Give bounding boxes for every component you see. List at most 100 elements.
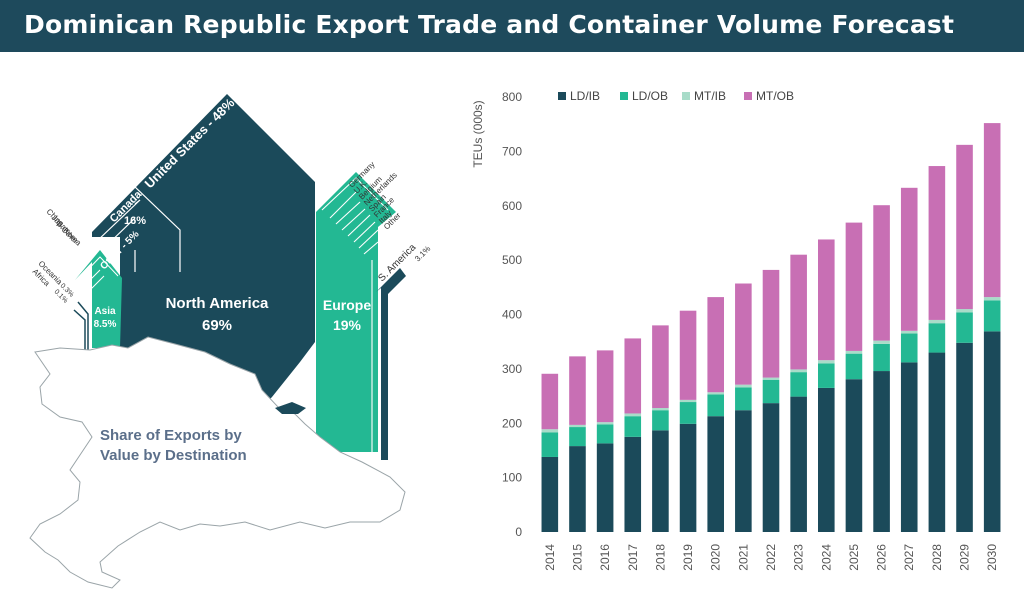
- bar-segment-ld-ob: [873, 343, 890, 372]
- oceania-africa-lines: [73, 301, 89, 352]
- y-tick-label: 100: [502, 471, 522, 485]
- bar-segment-mt-ob: [900, 187, 918, 331]
- north-america-value: 69%: [202, 317, 232, 334]
- small-island: [275, 402, 306, 414]
- bar-segment-mt-ob: [679, 310, 697, 400]
- bar-segment-ld-ob: [541, 432, 559, 457]
- bar-segment-ld-ib: [818, 387, 835, 532]
- x-tick-label: 2018: [653, 544, 667, 571]
- asia-name: Asia: [94, 306, 116, 317]
- europe-divisions: [321, 177, 389, 452]
- bar-segment-mt-ob: [818, 239, 835, 361]
- bar-segment-mt-ib: [569, 424, 586, 428]
- bar-segment-mt-ob: [596, 350, 614, 423]
- legend-label: LD/IB: [570, 89, 600, 103]
- legend-swatch: [620, 92, 628, 100]
- page-title: Dominican Republic Export Trade and Cont…: [24, 10, 955, 39]
- bar-segment-ld-ib: [624, 436, 642, 532]
- asia-divisions: [79, 256, 119, 291]
- bar-segment-ld-ob: [707, 394, 724, 417]
- bar-segment-ld-ib: [569, 446, 586, 532]
- bar-segment-mt-ib: [873, 340, 890, 344]
- y-tick-label: 700: [502, 144, 522, 158]
- y-axis: 0 100 200 300 400 500 600 700 800: [502, 90, 522, 539]
- legend-label: MT/IB: [694, 89, 726, 103]
- bar-segment-ld-ib: [735, 410, 752, 532]
- x-tick-label: 2020: [709, 544, 723, 571]
- bar-segment-mt-ib: [956, 309, 973, 313]
- bar-segment-ld-ob: [956, 312, 973, 343]
- bar-series: [541, 123, 1001, 532]
- europe-value: 19%: [333, 317, 362, 333]
- bar-segment-mt-ib: [762, 377, 780, 380]
- bar-segment-mt-ib: [790, 369, 807, 373]
- y-tick-label: 0: [515, 525, 522, 539]
- bar-segment-mt-ib: [900, 330, 918, 334]
- bar-segment-ld-ib: [707, 416, 724, 532]
- x-tick-label: 2030: [985, 544, 999, 571]
- bar-segment-mt-ob: [790, 254, 807, 370]
- bar-segment-mt-ob: [928, 166, 946, 320]
- bar-segment-ld-ob: [845, 353, 863, 380]
- north-america-divisions: [89, 186, 181, 272]
- x-tick-label: 2028: [930, 544, 944, 571]
- x-tick-label: 2024: [819, 544, 833, 571]
- x-tick-label: 2019: [681, 544, 695, 571]
- legend-swatch: [558, 92, 566, 100]
- x-tick-label: 2023: [792, 544, 806, 571]
- x-tick-label: 2021: [736, 544, 750, 571]
- bar-segment-mt-ob: [569, 356, 586, 425]
- bar-segment-ld-ob: [624, 416, 642, 437]
- legend-label: MT/OB: [756, 89, 794, 103]
- bar-chart-svg: 0 100 200 300 400 500 600 700 800 TEUs (000s) LD…: [471, 89, 1001, 571]
- y-tick-label: 500: [502, 253, 522, 267]
- x-tick-label: 2027: [902, 544, 916, 571]
- bar-segment-mt-ob: [845, 222, 863, 351]
- bar-segment-ld-ib: [956, 342, 973, 532]
- bar-segment-mt-ob: [652, 325, 669, 409]
- island-outline: [29, 336, 406, 589]
- bar-segment-ld-ib: [679, 423, 697, 532]
- bar-segment-mt-ob: [873, 205, 890, 341]
- header-bar: Dominican Republic Export Trade and Cont…: [0, 0, 1024, 52]
- bar-segment-mt-ib: [928, 319, 946, 324]
- bar-segment-mt-ob: [983, 123, 1001, 298]
- y-tick-label: 600: [502, 199, 522, 213]
- s-america-arrow: [376, 268, 406, 460]
- bar-segment-ld-ob: [569, 427, 586, 447]
- export-map-svg: United States - 48% Canada 16% Other - 5…: [29, 94, 432, 589]
- x-tick-label: 2016: [598, 544, 612, 571]
- bar-segment-ld-ob: [818, 363, 835, 388]
- s-america-value: 3.1%: [413, 244, 432, 263]
- asia-value: 8.5%: [94, 319, 117, 330]
- bar-segment-mt-ib: [652, 408, 669, 411]
- bar-segment-mt-ib: [707, 392, 724, 395]
- europe-arrow: [316, 172, 396, 452]
- legend-swatch: [682, 92, 690, 100]
- bar-segment-ld-ob: [735, 387, 752, 411]
- bar-segment-ld-ib: [762, 403, 780, 532]
- bar-segment-ld-ib: [845, 379, 863, 532]
- bar-segment-ld-ib: [900, 362, 918, 532]
- bar-segment-mt-ib: [983, 297, 1001, 301]
- bar-segment-ld-ob: [900, 333, 918, 363]
- x-tick-label: 2022: [764, 544, 778, 571]
- x-tick-label: 2015: [570, 544, 584, 571]
- bar-segment-mt-ib: [596, 422, 614, 425]
- north-america-name: North America: [166, 295, 269, 312]
- y-tick-label: 800: [502, 90, 522, 104]
- bar-segment-ld-ob: [928, 323, 946, 353]
- bar-segment-ld-ib: [652, 430, 669, 532]
- legend-swatch: [744, 92, 752, 100]
- bar-segment-mt-ob: [624, 338, 642, 414]
- bar-segment-mt-ib: [541, 429, 559, 433]
- bar-segment-mt-ib: [845, 350, 863, 354]
- x-axis: 2014 2015 2016 2017 2018 2019 2020 2021 2022 2023…: [543, 544, 999, 571]
- bar-segment-ld-ib: [541, 456, 559, 532]
- y-axis-label: TEUs (000s): [471, 100, 485, 167]
- europe-name: Europe: [323, 297, 371, 313]
- map-caption-line2: Value by Destination: [100, 447, 247, 464]
- x-tick-label: 2029: [958, 544, 972, 571]
- map-caption-line1: Share of Exports by: [100, 427, 242, 444]
